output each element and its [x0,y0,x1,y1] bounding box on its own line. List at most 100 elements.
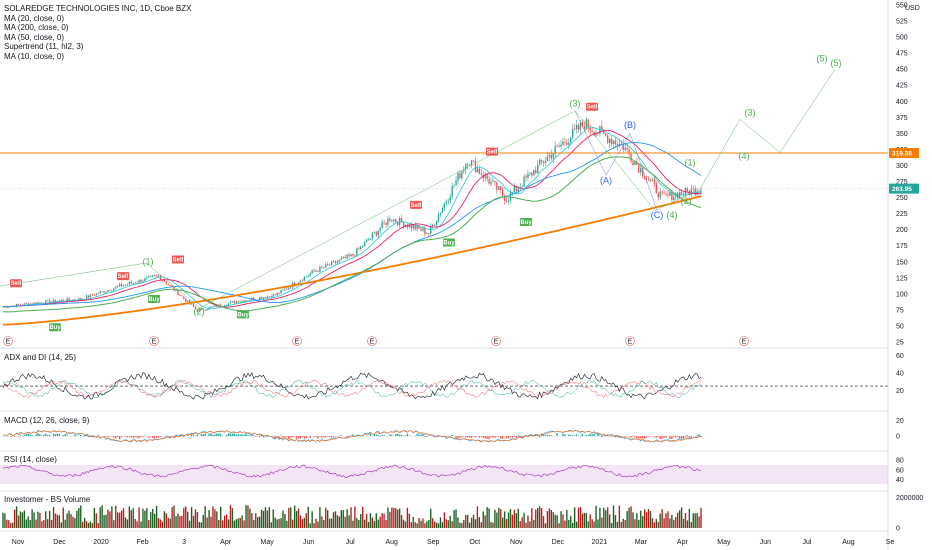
macd-histogram-bar [225,434,228,437]
volume-bar [595,505,597,528]
price-tick-label: 475 [896,51,908,58]
macd-histogram-bar [83,435,86,437]
macd-histogram-bar [418,434,420,437]
volume-bar [439,517,442,528]
sell-signal-label: Sell [118,274,129,280]
candle-body [220,304,222,307]
candle-body [52,299,55,302]
volume-tick-label: 2000000 [896,495,923,502]
volume-bar [50,519,53,528]
di-plus-line [2,379,702,399]
macd-histogram-bar [433,436,436,438]
candle-body [185,298,187,302]
macd-histogram-bar [575,434,578,437]
volume-bar [661,509,663,528]
candle-body [130,282,132,284]
candle-body [319,266,321,272]
candle-body [632,161,634,166]
volume-bar [39,512,41,528]
volume-bar [614,515,617,528]
candle-body [27,303,29,306]
time-tick-label: Jun [760,539,771,546]
candle-body [470,160,473,166]
candle-body [422,228,424,231]
candle-body [519,186,521,189]
sell-signal-label: Sell [487,150,498,156]
volume-bar [552,512,554,528]
volume-bar [680,507,683,528]
macd-histogram-bar [132,436,134,439]
candle-body [573,128,576,130]
time-tick-label: 2020 [93,539,109,546]
candle-body [45,300,47,304]
candle-body [48,300,51,303]
candle-body [60,300,62,301]
legend-study: MA (50, close, 0) [4,32,65,42]
candle-body [500,186,502,190]
ma200-line [2,195,702,326]
candle-body [636,161,638,165]
volume-bar [453,510,455,528]
volume-bar [126,519,129,528]
candle-body [78,298,80,301]
volume-bar [146,508,148,528]
volume-bar [247,505,249,528]
macd-histogram-bar [220,433,222,437]
earnings-marker-label: E [6,339,11,346]
volume-bar [6,519,8,528]
macd-signal-line [2,430,702,443]
volume-bar [124,517,127,528]
rsi-tick-label: 40 [896,477,904,484]
macd-histogram-bar [406,433,409,437]
volume-bar [441,522,444,528]
volume-bar [301,518,304,528]
volume-bar [206,517,208,528]
macd-histogram-bar [43,434,45,437]
candle-body [97,293,99,295]
candle-body [624,147,626,150]
candle-body [363,241,366,247]
volume-bar [12,522,14,528]
volume-bar [72,516,74,528]
volume-bar [284,513,286,528]
adx-tick-label: 20 [896,388,904,395]
volume-bar [498,507,500,528]
macd-histogram-bar [97,435,99,437]
candle-body [583,126,586,130]
candle-body [367,239,370,241]
volume-bar [321,516,323,528]
sub-wave-label: (3) [745,107,756,117]
volume-bar [395,508,397,528]
candle-body [550,154,552,159]
volume-bar [581,513,584,528]
macd-histogram-bar [671,436,673,440]
volume-bar [443,512,446,528]
volume-bar [241,515,243,528]
candle-body [385,222,387,225]
candle-body [614,140,617,145]
macd-histogram-bar [241,434,243,437]
macd-histogram-bar [655,436,657,438]
candle-body [484,174,486,178]
volume-bar [253,520,255,528]
candle-body [159,275,162,280]
candle-body [39,302,41,304]
volume-bar [476,506,479,528]
volume-bar [651,518,654,528]
volume-bar [266,510,269,528]
candle-body [620,143,622,145]
volume-bar [323,520,325,528]
macd-histogram-bar [136,436,138,438]
candle-body [286,288,288,290]
candle-body [451,186,453,197]
candle-body [305,276,307,278]
macd-histogram-bar [208,433,210,437]
rsi-line [2,464,702,478]
candle-body [15,303,18,307]
macd-histogram-bar [52,433,55,437]
candle-body [589,128,591,131]
volume-bar [572,522,574,528]
volume-bar [618,505,621,528]
